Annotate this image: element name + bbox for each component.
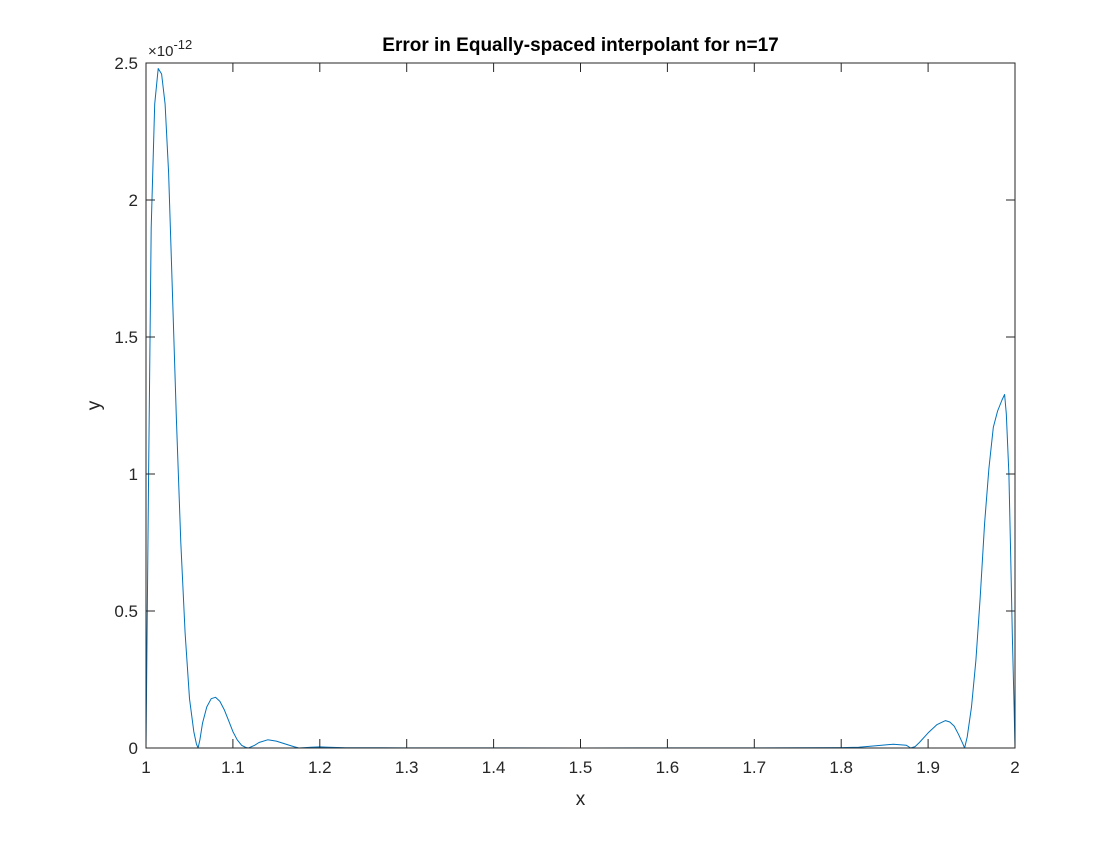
x-tick-label: 1.8 xyxy=(829,758,853,777)
y-tick-label: 0 xyxy=(129,739,138,758)
axes-box xyxy=(145,62,1016,749)
y-tick-label: 2.5 xyxy=(114,54,138,73)
y-tick-label: 2 xyxy=(129,191,138,210)
x-tick-label: 1 xyxy=(141,758,150,777)
y-exponent-power: -12 xyxy=(173,37,192,52)
x-axis-label: x xyxy=(576,789,586,810)
x-tick-label: 2 xyxy=(1010,758,1019,777)
axes-background xyxy=(146,63,1015,748)
y-tick-label: 1.5 xyxy=(114,328,138,347)
x-tick-label: 1.7 xyxy=(742,758,766,777)
y-axis-exponent-label: ×10-12 xyxy=(148,37,192,60)
x-tick-label: 1.6 xyxy=(656,758,680,777)
x-tick-label: 1.9 xyxy=(916,758,940,777)
x-tick-label: 1.1 xyxy=(221,758,245,777)
y-tick-label: 0.5 xyxy=(114,602,138,621)
x-tick-label: 1.2 xyxy=(308,758,332,777)
y-exponent-prefix: ×10 xyxy=(148,43,173,60)
x-tick-label: 1.3 xyxy=(395,758,419,777)
axis-tick-labels: 1 1.1 1.2 1.3 1.4 1.5 1.6 1.7 1.8 1.9 2 0 0.5 1 1.5 2 2.… xyxy=(114,54,1019,777)
x-tick-label: 1.4 xyxy=(482,758,506,777)
y-tick-label: 1 xyxy=(129,465,138,484)
chart-title: Error in Equally-spaced interpolant for … xyxy=(382,35,778,56)
y-axis-label: y xyxy=(84,400,105,410)
x-tick-label: 1.5 xyxy=(569,758,593,777)
